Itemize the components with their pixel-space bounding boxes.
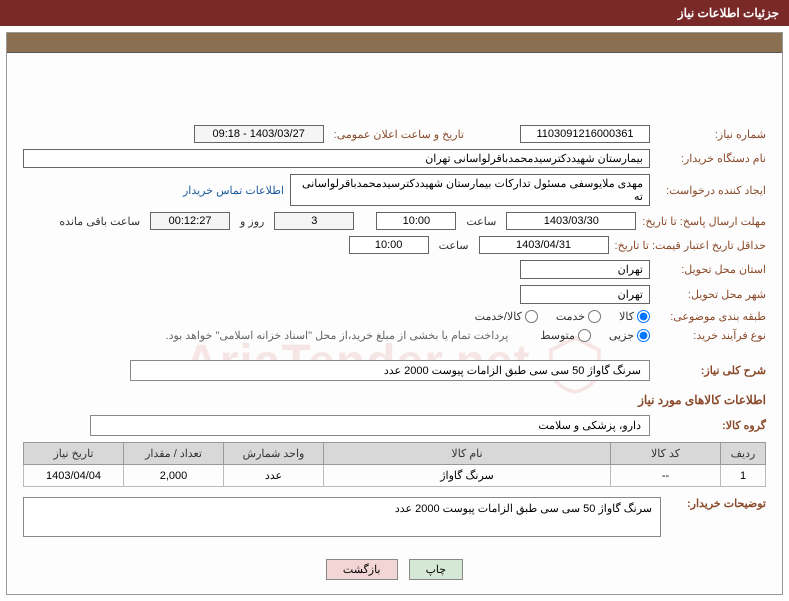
city-label: شهر محل تحویل: <box>656 288 766 301</box>
radio-medium-input[interactable] <box>578 329 591 342</box>
process-label: نوع فرآیند خرید: <box>656 329 766 342</box>
general-desc-value: سرنگ گاواژ 50 سی سی طبق الزامات پیوست 20… <box>130 360 650 381</box>
cell-name: سرنگ گاواژ <box>324 465 611 487</box>
deadline-label: مهلت ارسال پاسخ: تا تاریخ: <box>642 215 766 228</box>
buyer-org-label: نام دستگاه خریدار: <box>656 152 766 165</box>
th-qty: تعداد / مقدار <box>124 443 224 465</box>
general-desc-label: شرح کلی نیاز: <box>656 364 766 377</box>
remain-suffix: ساعت باقی مانده <box>55 215 144 228</box>
deadline-time: 10:00 <box>376 212 456 230</box>
print-button[interactable]: چاپ <box>409 559 464 580</box>
buyer-org-value: بیمارستان شهیددکترسیدمحمدباقرلواسانی تهر… <box>23 149 650 168</box>
back-button[interactable]: بازگشت <box>326 559 398 580</box>
th-unit: واحد شمارش <box>224 443 324 465</box>
page-header: جزئیات اطلاعات نیاز <box>0 0 789 26</box>
panel-strip <box>7 33 782 53</box>
th-date: تاریخ نیاز <box>24 443 124 465</box>
radio-small-input[interactable] <box>637 329 650 342</box>
radio-both-input[interactable] <box>525 310 538 323</box>
validity-label: حداقل تاریخ اعتبار قیمت: تا تاریخ: <box>615 239 766 252</box>
table-row: 1 -- سرنگ گاواژ عدد 2,000 1403/04/04 <box>24 465 766 487</box>
footer-buttons: چاپ بازگشت <box>7 549 782 594</box>
validity-time: 10:00 <box>349 236 429 254</box>
announce-label: تاریخ و ساعت اعلان عمومی: <box>330 128 468 141</box>
buyer-contact-link[interactable]: اطلاعات تماس خریدار <box>183 184 284 197</box>
buyer-notes-value: سرنگ گاواژ 50 سی سی طبق الزامات پیوست 20… <box>23 497 661 537</box>
need-no-value: 1103091216000361 <box>520 125 650 143</box>
radio-service[interactable]: خدمت <box>556 310 601 323</box>
radio-small[interactable]: جزیی <box>609 329 650 342</box>
cell-date: 1403/04/04 <box>24 465 124 487</box>
requester-label: ایجاد کننده درخواست: <box>656 184 766 197</box>
city-value: تهران <box>520 285 650 304</box>
province-label: استان محل تحویل: <box>656 263 766 276</box>
th-code: کد کالا <box>611 443 721 465</box>
radio-service-input[interactable] <box>588 310 601 323</box>
items-table: ردیف کد کالا نام کالا واحد شمارش تعداد /… <box>23 442 766 487</box>
group-label: گروه کالا: <box>656 419 766 432</box>
validity-date: 1403/04/31 <box>479 236 609 254</box>
category-radio-group: کالا خدمت کالا/خدمت <box>475 310 650 323</box>
need-no-label: شماره نیاز: <box>656 128 766 141</box>
category-label: طبقه بندی موضوعی: <box>656 310 766 323</box>
requester-value: مهدی ملایوسفی مسئول تدارکات بیمارستان شه… <box>290 174 650 206</box>
time-label-2: ساعت <box>435 239 473 252</box>
main-panel: AriaTender.net شماره نیاز: 1103091216000… <box>6 32 783 595</box>
buyer-notes-label: توضیحات خریدار: <box>671 497 766 537</box>
cell-qty: 2,000 <box>124 465 224 487</box>
days-word: روز و <box>236 215 268 228</box>
payment-note: پرداخت تمام یا بخشی از مبلغ خرید،از محل … <box>166 329 509 342</box>
time-label-1: ساعت <box>462 215 500 228</box>
radio-both[interactable]: کالا/خدمت <box>475 310 538 323</box>
deadline-date: 1403/03/30 <box>506 212 636 230</box>
process-radio-group: جزیی متوسط <box>540 329 650 342</box>
page-title: جزئیات اطلاعات نیاز <box>678 6 779 20</box>
th-row: ردیف <box>721 443 766 465</box>
province-value: تهران <box>520 260 650 279</box>
announce-value: 1403/03/27 - 09:18 <box>194 125 324 143</box>
group-value: دارو، پزشکی و سلامت <box>90 415 650 436</box>
cell-code: -- <box>611 465 721 487</box>
th-name: نام کالا <box>324 443 611 465</box>
radio-goods-input[interactable] <box>637 310 650 323</box>
cell-unit: عدد <box>224 465 324 487</box>
items-section-title: اطلاعات کالاهای مورد نیاز <box>23 393 766 407</box>
days-remain: 3 <box>274 212 354 230</box>
time-remain: 00:12:27 <box>150 212 230 230</box>
radio-medium[interactable]: متوسط <box>540 329 591 342</box>
radio-goods[interactable]: کالا <box>619 310 650 323</box>
cell-row: 1 <box>721 465 766 487</box>
